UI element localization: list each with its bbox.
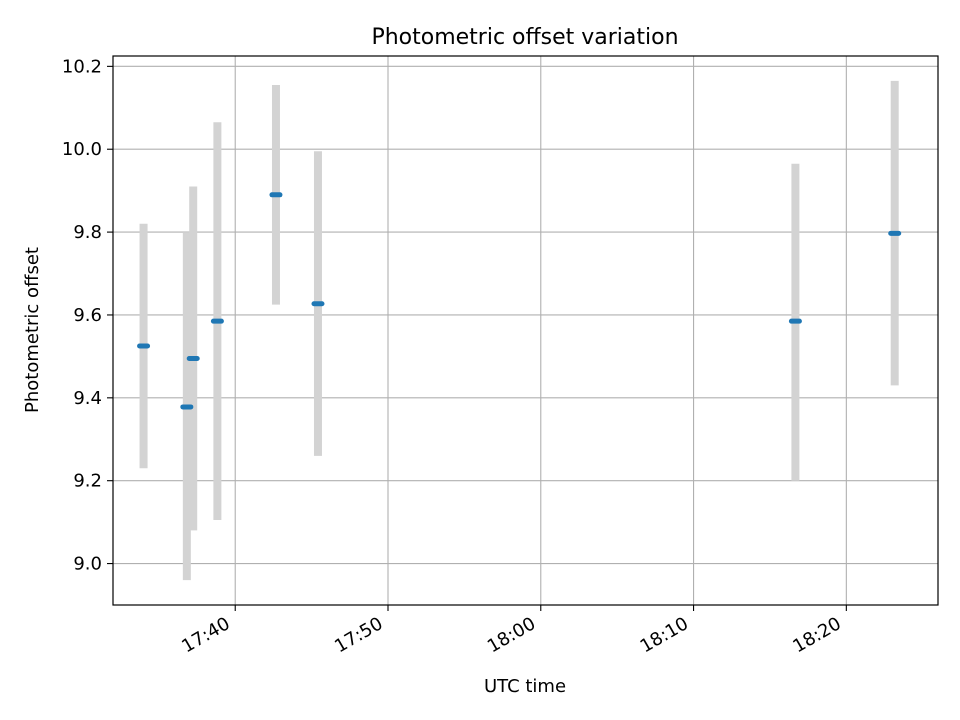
x-tick-label: 17:40	[178, 613, 233, 657]
y-tick-label: 10.2	[62, 56, 102, 77]
y-tick-label: 9.2	[73, 471, 102, 492]
x-tick-label: 18:10	[637, 613, 692, 657]
y-axis-ticks: 9.0 9.2 9.4 9.6 9.8 10.0 10.2	[62, 56, 113, 575]
plot-frame	[112, 55, 939, 606]
error-bars	[139, 80, 899, 581]
y-tick-label: 9.4	[73, 388, 102, 409]
x-tick-label: 18:20	[789, 613, 844, 657]
chart-title: Photometric offset variation	[371, 25, 678, 50]
data-markers	[137, 192, 902, 410]
x-axis-label: UTC time	[484, 676, 566, 697]
x-tick-label: 17:50	[331, 613, 386, 657]
y-tick-label: 9.0	[73, 554, 102, 575]
y-tick-label: 10.0	[62, 139, 102, 160]
x-tick-label: 18:00	[484, 613, 539, 657]
y-axis-label: Photometric offset	[22, 247, 43, 413]
y-tick-label: 9.8	[73, 222, 102, 243]
x-axis-ticks: 17:40 17:50 18:00 18:10 18:20	[178, 605, 847, 657]
grid	[113, 56, 938, 605]
y-tick-label: 9.6	[73, 305, 102, 326]
